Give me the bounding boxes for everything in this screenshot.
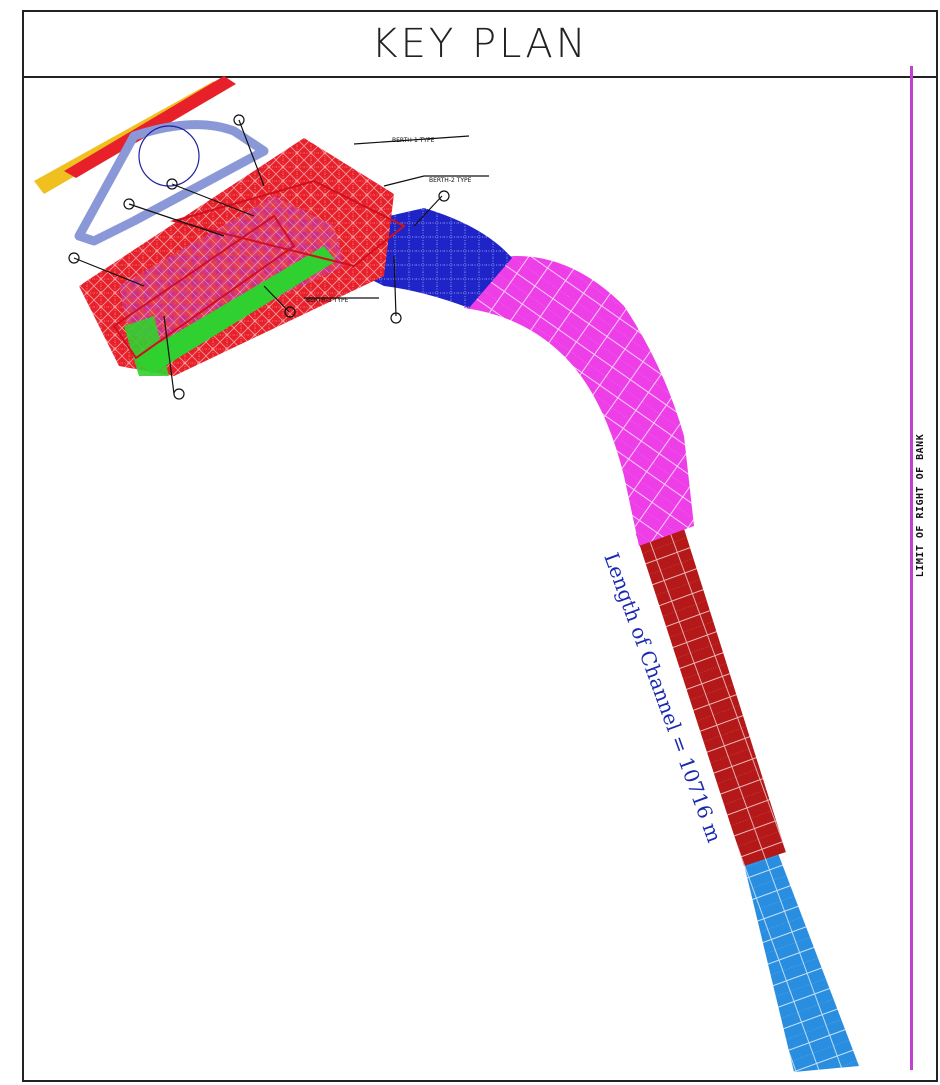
bend-channel-segment: [464, 256, 694, 546]
side-label: LIMIT OF RIGHT OF BANK: [906, 430, 936, 580]
straight-channel-segment: [636, 516, 786, 866]
berth-outline-2: [170, 179, 406, 268]
callout-markers: [68, 114, 489, 400]
callout-label-1: BERTH-1 TYPE: [392, 137, 435, 144]
callout-label-3: BERTH-3 TYPE: [306, 297, 349, 304]
right-border-line: [910, 66, 913, 1070]
title-bar: KEY PLAN: [24, 12, 936, 78]
berth-outline-1: [112, 214, 296, 360]
page-title: KEY PLAN: [371, 21, 589, 67]
green-quay: [134, 246, 336, 374]
callout-label-2: BERTH-2 TYPE: [429, 177, 472, 184]
outer-channel-segment: [742, 848, 859, 1072]
breakwater: [74, 120, 269, 246]
callout-labels: BERTH-1 TYPE BERTH-2 TYPE BERTH-3 TYPE: [306, 137, 472, 304]
key-plan-drawing: BERTH-1 TYPE BERTH-2 TYPE BERTH-3 TYPE L…: [34, 76, 859, 1072]
basin-mix: [119, 196, 344, 346]
side-label-text: LIMIT OF RIGHT OF BANK: [915, 433, 927, 577]
left-margin: [0, 0, 22, 1085]
